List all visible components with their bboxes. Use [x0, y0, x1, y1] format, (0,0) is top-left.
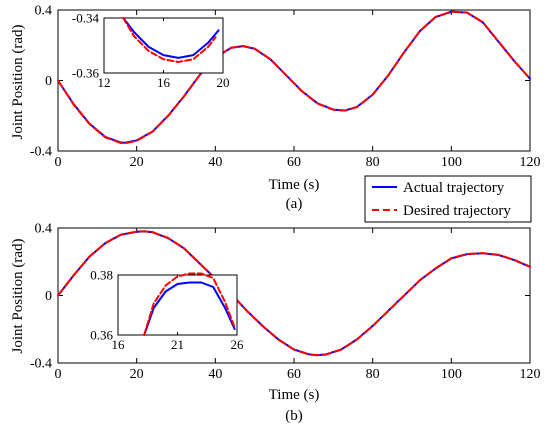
- panel-a-y-tick-label: -0.4: [30, 145, 52, 160]
- panel-a-y-axis-label: Joint Position (rad): [10, 24, 26, 139]
- panel-a-inset-frame: [103, 17, 224, 74]
- panel-b-y-axis-label: Joint Position (rad): [10, 238, 26, 353]
- panel-b-inset-y-tick-label: 0.36: [90, 327, 113, 342]
- panel-a-x-tick-label: 100: [441, 155, 462, 170]
- panel-b-desired-trajectory-line: [57, 230, 531, 357]
- panel-b-inset-y-ticks: 0.36 0.38: [90, 267, 237, 342]
- panel-a-inset-series: [122, 17, 220, 63]
- panel-a-x-tick-label: 120: [520, 155, 541, 170]
- panel-a-y-tick-label: 0.4: [35, 4, 53, 19]
- panel-a-inset-x-tick-label: 12: [98, 75, 111, 90]
- panel-b-inset-x-tick-label: 16: [112, 337, 126, 352]
- panel-b-x-tick-label: 0: [55, 367, 62, 382]
- panel-a-inset-y-tick-label: -0.36: [72, 65, 100, 80]
- panel-a-x-axis-label: Time (s): [269, 177, 320, 193]
- panel-b-inset-x-tick-label: 21: [171, 337, 184, 352]
- panel-b-x-tick-label: 100: [441, 367, 462, 382]
- panel-a-inset-y-ticks: -0.36 -0.34: [72, 10, 223, 80]
- panel-b-x-tick-label: 20: [130, 367, 144, 382]
- panel-a-inset-x-tick-label: 16: [157, 75, 171, 90]
- panel-b-y-ticks: -0.4 0 0.4: [30, 222, 530, 372]
- panel-a-inset-x-tick-label: 20: [217, 75, 230, 90]
- panel-a-x-tick-label: 60: [287, 155, 301, 170]
- panel-a-series: [57, 10, 531, 145]
- panel-b-x-ticks: 0 20 40 60 80 100 120: [55, 228, 541, 382]
- panel-a-inset-x-ticks: 12 16 20: [98, 18, 230, 90]
- panel-a: 0 20 40 60 80 100 120 -0.400.4 Time (s) (a) Jo…: [10, 4, 541, 212]
- panel-b-y-tick-label: 0.4: [35, 222, 53, 237]
- panel-a-inset: 12 16 20 -0.36 -0.34: [72, 10, 230, 90]
- panel-a-subtitle: (a): [286, 196, 303, 212]
- panel-b-inset-actual-trajectory-line: [143, 281, 236, 336]
- panel-b-inset-series: [143, 272, 236, 336]
- panel-a-x-tick-label: 40: [208, 155, 222, 170]
- panel-b-inset: 16 21 26 0.36 0.38: [90, 267, 244, 352]
- panel-a-desired-trajectory-line: [57, 10, 531, 145]
- panel-a-inset-desired-trajectory-line: [122, 17, 217, 63]
- panel-a-x-tick-label: 20: [130, 155, 144, 170]
- panel-b-inset-desired-trajectory-line: [143, 272, 236, 336]
- legend-desired-label: Desired trajectory: [403, 203, 511, 219]
- panel-b: 0 20 40 60 80 100 120 -0.400.4 Time (s) (b) Jo…: [10, 222, 541, 424]
- panel-b-x-tick-label: 120: [520, 367, 541, 382]
- panel-b-inset-y-tick-label: 0.38: [90, 267, 113, 282]
- legend-box: [364, 175, 532, 223]
- panel-b-x-tick-label: 60: [287, 367, 301, 382]
- panel-a-inset-y-tick-label: -0.34: [72, 10, 100, 25]
- panel-b-x-tick-label: 40: [208, 367, 222, 382]
- panel-b-x-axis-label: Time (s): [269, 387, 320, 403]
- panel-a-y-ticks: -0.4 0 0.4: [30, 4, 530, 160]
- panel-a-inset-actual-trajectory-line: [122, 17, 220, 59]
- panel-b-inset-x-ticks: 16 21 26: [112, 275, 245, 352]
- legend: Actual trajectory Desired trajectory: [364, 175, 532, 223]
- panel-a-x-tick-label: 80: [366, 155, 380, 170]
- panel-a-y-tick-label: 0: [45, 74, 52, 89]
- panel-b-y-tick-label: -0.4: [30, 357, 52, 372]
- panel-b-inset-x-tick-label: 26: [231, 337, 245, 352]
- panel-b-subtitle: (b): [285, 408, 303, 424]
- panel-b-x-tick-label: 80: [366, 367, 380, 382]
- panel-b-y-tick-label: 0: [45, 289, 52, 304]
- panel-b-series: [57, 230, 531, 357]
- legend-actual-label: Actual trajectory: [403, 180, 505, 196]
- panel-a-x-tick-label: 0: [55, 155, 62, 170]
